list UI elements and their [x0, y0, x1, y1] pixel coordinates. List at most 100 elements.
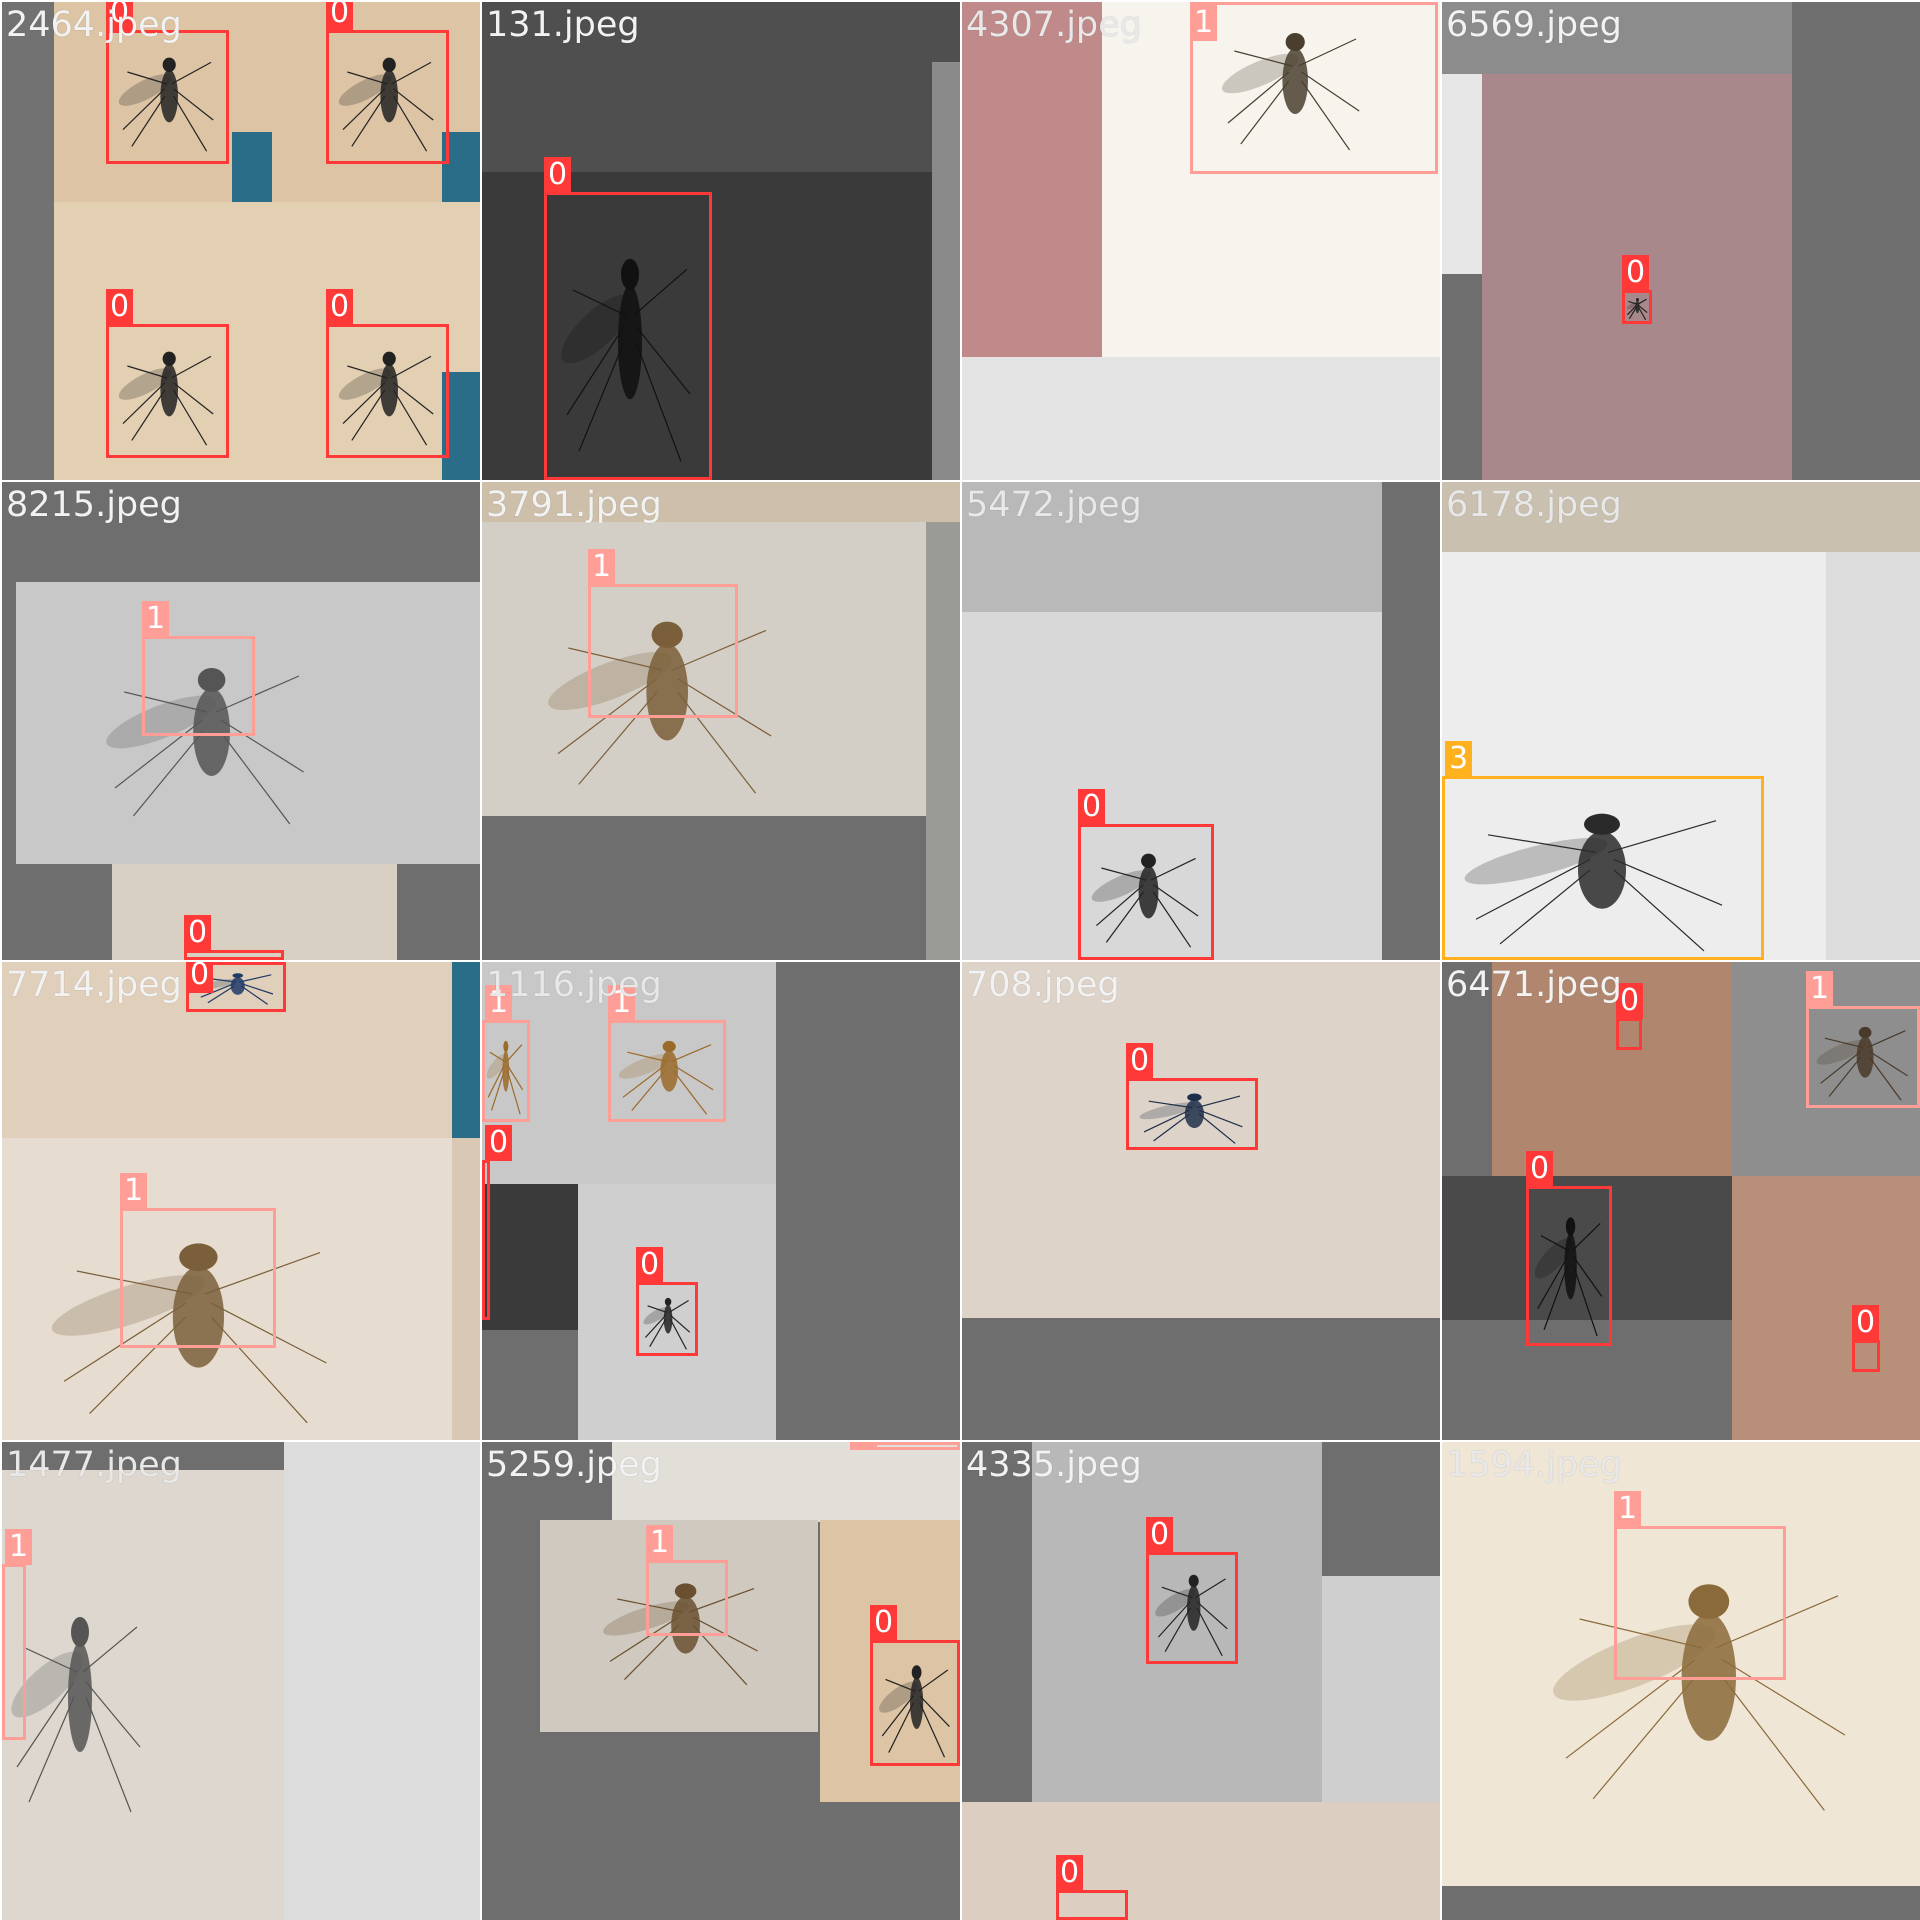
bounding-box: 1 — [1190, 2, 1438, 174]
mosquito-silhouette — [618, 1040, 722, 1118]
image-filename: 1477.jpeg — [6, 1445, 182, 1485]
bounding-box: 1 — [1614, 1491, 1786, 1680]
mosquito-silhouette — [1553, 1584, 1872, 1822]
class-label: 0 — [106, 2, 134, 31]
mosquito-silhouette — [1464, 813, 1746, 958]
mosaic-tile: 4307.jpeg 1 — [962, 2, 1440, 480]
bounding-box: 0 — [1622, 255, 1652, 324]
mosquito-image — [1530, 1190, 1608, 1342]
mosquito-image — [1532, 1532, 1872, 1822]
mosquito-silhouette — [1139, 1093, 1252, 1146]
gray-background — [962, 482, 1382, 612]
mosaic-tile: 6471.jpeg 0 1 0 0 — [1442, 962, 1920, 1440]
mosaic-tile: 6178.jpeg 3 — [1442, 482, 1920, 960]
class-label: 1 — [608, 985, 636, 1021]
mosaic-tile: 3791.jpeg 1 — [482, 482, 960, 960]
mosquito-silhouette — [1626, 298, 1649, 321]
gray-background — [482, 172, 960, 480]
bounding-box: 1 — [120, 1173, 276, 1348]
class-label: 1 — [142, 601, 170, 637]
mosquito-image — [874, 1644, 956, 1762]
mosaic-tile: 5259.jpeg 1 1 0 — [482, 1442, 960, 1920]
mosquito-image — [1625, 293, 1649, 321]
mosquito-image — [1446, 782, 1746, 958]
class-label: 1 — [485, 985, 513, 1021]
mosaic-tile: 7714.jpeg 0 1 — [2, 962, 480, 1440]
mosquito-silhouette — [338, 57, 442, 156]
class-label: 1 — [1614, 1491, 1642, 1527]
mosquito-image — [612, 1024, 722, 1118]
mosquito-silhouette — [106, 668, 322, 832]
image-filename: 708.jpeg — [966, 965, 1120, 1005]
mosquito-silhouette — [11, 1617, 152, 1822]
bounding-box: 1 — [588, 549, 738, 718]
gray-background — [1322, 1576, 1440, 1802]
mosquito-image — [592, 1560, 772, 1690]
mosaic-tile: 5472.jpeg 0 — [962, 482, 1440, 960]
class-label: 1 — [1190, 5, 1218, 41]
bounding-box: 0 — [1146, 1517, 1238, 1664]
image-filename: 6569.jpeg — [1446, 5, 1622, 45]
skin-background — [112, 864, 397, 960]
bounding-box: 1 — [482, 985, 530, 1122]
blue-background — [232, 132, 272, 202]
image-filename: 4307.jpeg — [966, 5, 1142, 45]
bounding-box: 0 — [326, 2, 449, 164]
image-filename: 131.jpeg — [486, 5, 640, 45]
gray-background — [578, 1184, 776, 1440]
image-filename: 6178.jpeg — [1446, 485, 1622, 525]
bounding-box: 1 — [2, 1529, 33, 1740]
white-background — [1102, 2, 1440, 357]
class-label: 0 — [326, 2, 354, 31]
mosquito-silhouette — [486, 1040, 526, 1118]
skin-background — [1732, 1176, 1920, 1440]
mosaic-tile: 1477.jpeg 1 — [2, 1442, 480, 1920]
gray-background — [1032, 1442, 1322, 1802]
class-label: 0 — [1126, 1043, 1154, 1079]
mosquito-silhouette — [1816, 1026, 1916, 1104]
bounding-box: 0 — [1078, 789, 1214, 960]
image-filename: 2464.jpeg — [6, 5, 182, 45]
mosquito-image — [1084, 832, 1208, 952]
class-label: 1 — [588, 549, 616, 585]
class-label: 0 — [485, 1125, 513, 1161]
bounding-box: 1 — [850, 1442, 960, 1450]
bounding-box: 0 — [636, 1247, 698, 1356]
mosquito-image — [1150, 1556, 1234, 1660]
gray-background — [482, 1184, 578, 1330]
bounding-box: 0 — [482, 1125, 513, 1320]
class-label: 0 — [1526, 1151, 1554, 1187]
mosquito-image — [640, 1286, 694, 1352]
mosquito-image — [112, 330, 222, 450]
class-label: 1 — [120, 1173, 148, 1209]
mosaic-tile: 8215.jpeg 1 0 — [2, 482, 480, 960]
class-label: 0 — [1056, 1855, 1084, 1891]
mosquito-silhouette — [1155, 1574, 1234, 1660]
class-label: 0 — [1616, 983, 1644, 1019]
class-label: 1 — [850, 1442, 878, 1447]
white-background — [1442, 74, 1482, 274]
bounding-box: 0 — [106, 289, 229, 458]
mosaic-tile: 2464.jpeg 0 0 0 0 — [2, 2, 480, 480]
gray-background — [482, 522, 926, 816]
gray-background — [284, 1442, 480, 1920]
class-label: 0 — [636, 1247, 664, 1283]
mosaic-tile: 4335.jpeg 0 0 — [962, 1442, 1440, 1920]
class-label: 0 — [184, 915, 212, 951]
blue-background — [452, 962, 480, 1138]
image-filename: 1116.jpeg — [486, 965, 662, 1005]
mosquito-image — [112, 36, 222, 156]
mosquito-silhouette — [118, 351, 222, 450]
skin-background — [962, 1802, 1440, 1920]
mosquito-silhouette — [51, 1243, 352, 1432]
mosquito-image — [1132, 1082, 1252, 1146]
class-label: 0 — [1078, 789, 1106, 825]
class-label: 3 — [1445, 741, 1473, 777]
mosaic-tile: 6569.jpeg 0 — [1442, 2, 1920, 480]
mosquito-image — [2, 1572, 152, 1822]
class-label: 0 — [544, 157, 572, 193]
mosaic-tile: 708.jpeg 0 — [962, 962, 1440, 1440]
bounding-box: 0 — [106, 2, 229, 164]
class-label: 1 — [646, 1525, 674, 1561]
bounding-box: 0 — [326, 289, 449, 458]
